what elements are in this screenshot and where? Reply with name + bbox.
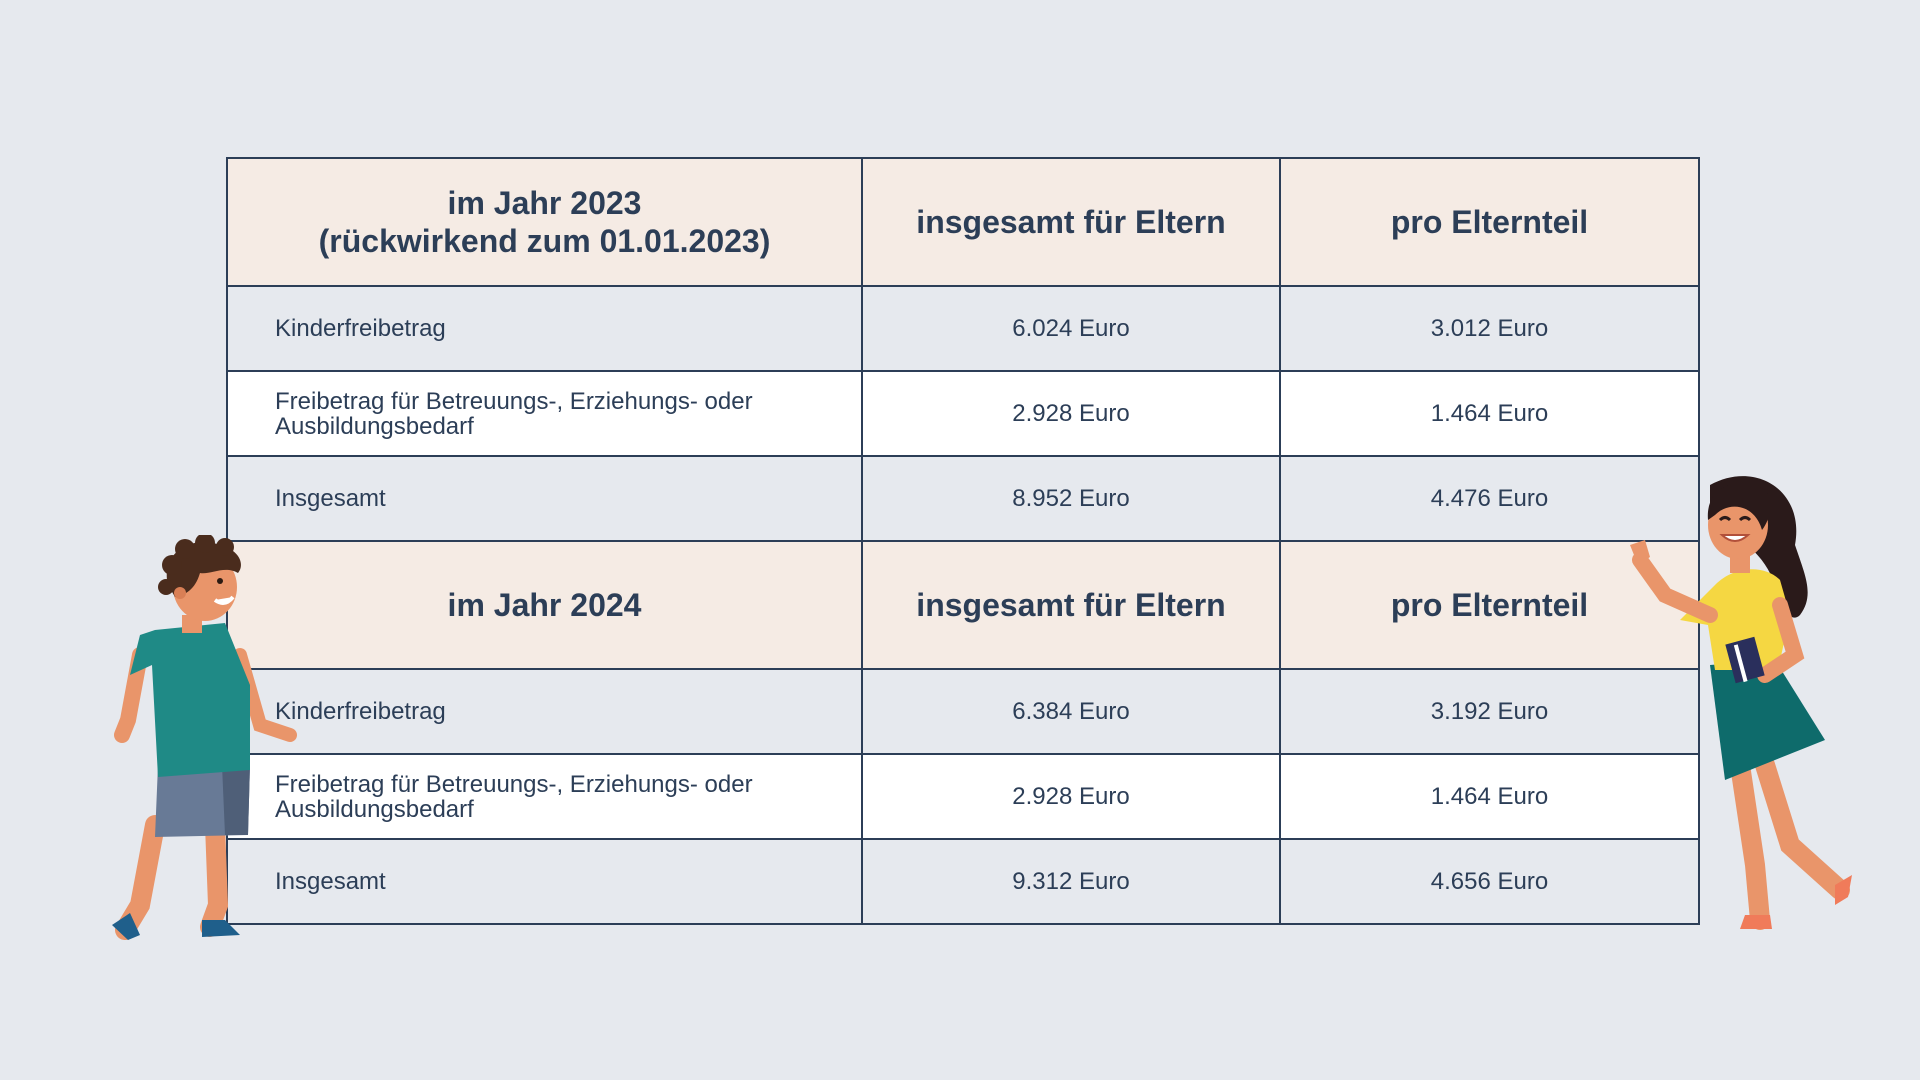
boy-illustration bbox=[112, 535, 297, 940]
row-label: Kinderfreibetrag bbox=[226, 285, 863, 372]
year-sublabel: (rückwirkend zum 01.01.2023) bbox=[318, 223, 771, 259]
row-total: 8.952 Euro bbox=[861, 455, 1281, 542]
row-total: 6.384 Euro bbox=[861, 668, 1281, 755]
allowance-table-container: im Jahr 2023 (rückwirkend zum 01.01.2023… bbox=[226, 157, 1700, 925]
table-row: Freibetrag für Betreuungs-, Erziehungs- … bbox=[226, 753, 1700, 840]
row-total: 2.928 Euro bbox=[861, 753, 1281, 840]
table-row: Freibetrag für Betreuungs-, Erziehungs- … bbox=[226, 370, 1700, 457]
year-header-cell: im Jahr 2023 (rückwirkend zum 01.01.2023… bbox=[226, 157, 863, 287]
row-total: 6.024 Euro bbox=[861, 285, 1281, 372]
section-header-2024: im Jahr 2024 insgesamt für Eltern pro El… bbox=[226, 540, 1700, 670]
row-per-parent: 1.464 Euro bbox=[1279, 753, 1700, 840]
column-header-per-parent: pro Elternteil bbox=[1279, 540, 1700, 670]
year-label: im Jahr 2023 bbox=[447, 185, 642, 221]
table-row: Insgesamt 9.312 Euro 4.656 Euro bbox=[226, 838, 1700, 925]
year-header-cell: im Jahr 2024 bbox=[226, 540, 863, 670]
table-row: Insgesamt 8.952 Euro 4.476 Euro bbox=[226, 455, 1700, 542]
row-per-parent: 3.012 Euro bbox=[1279, 285, 1700, 372]
row-per-parent: 1.464 Euro bbox=[1279, 370, 1700, 457]
table-row: Kinderfreibetrag 6.024 Euro 3.012 Euro bbox=[226, 285, 1700, 372]
row-per-parent: 3.192 Euro bbox=[1279, 668, 1700, 755]
column-header-per-parent: pro Elternteil bbox=[1279, 157, 1700, 287]
row-label: Freibetrag für Betreuungs-, Erziehungs- … bbox=[226, 370, 863, 457]
row-label: Insgesamt bbox=[226, 838, 863, 925]
girl-illustration bbox=[1630, 476, 1852, 930]
column-header-total: insgesamt für Eltern bbox=[861, 540, 1281, 670]
allowance-table: im Jahr 2023 (rückwirkend zum 01.01.2023… bbox=[226, 157, 1700, 925]
row-label: Freibetrag für Betreuungs-, Erziehungs- … bbox=[226, 753, 863, 840]
row-label: Insgesamt bbox=[226, 455, 863, 542]
row-total: 2.928 Euro bbox=[861, 370, 1281, 457]
row-per-parent: 4.476 Euro bbox=[1279, 455, 1700, 542]
year-label: im Jahr 2024 bbox=[447, 587, 642, 623]
column-header-total: insgesamt für Eltern bbox=[861, 157, 1281, 287]
row-label: Kinderfreibetrag bbox=[226, 668, 863, 755]
section-header-2023: im Jahr 2023 (rückwirkend zum 01.01.2023… bbox=[226, 157, 1700, 287]
table-row: Kinderfreibetrag 6.384 Euro 3.192 Euro bbox=[226, 668, 1700, 755]
row-total: 9.312 Euro bbox=[861, 838, 1281, 925]
row-per-parent: 4.656 Euro bbox=[1279, 838, 1700, 925]
